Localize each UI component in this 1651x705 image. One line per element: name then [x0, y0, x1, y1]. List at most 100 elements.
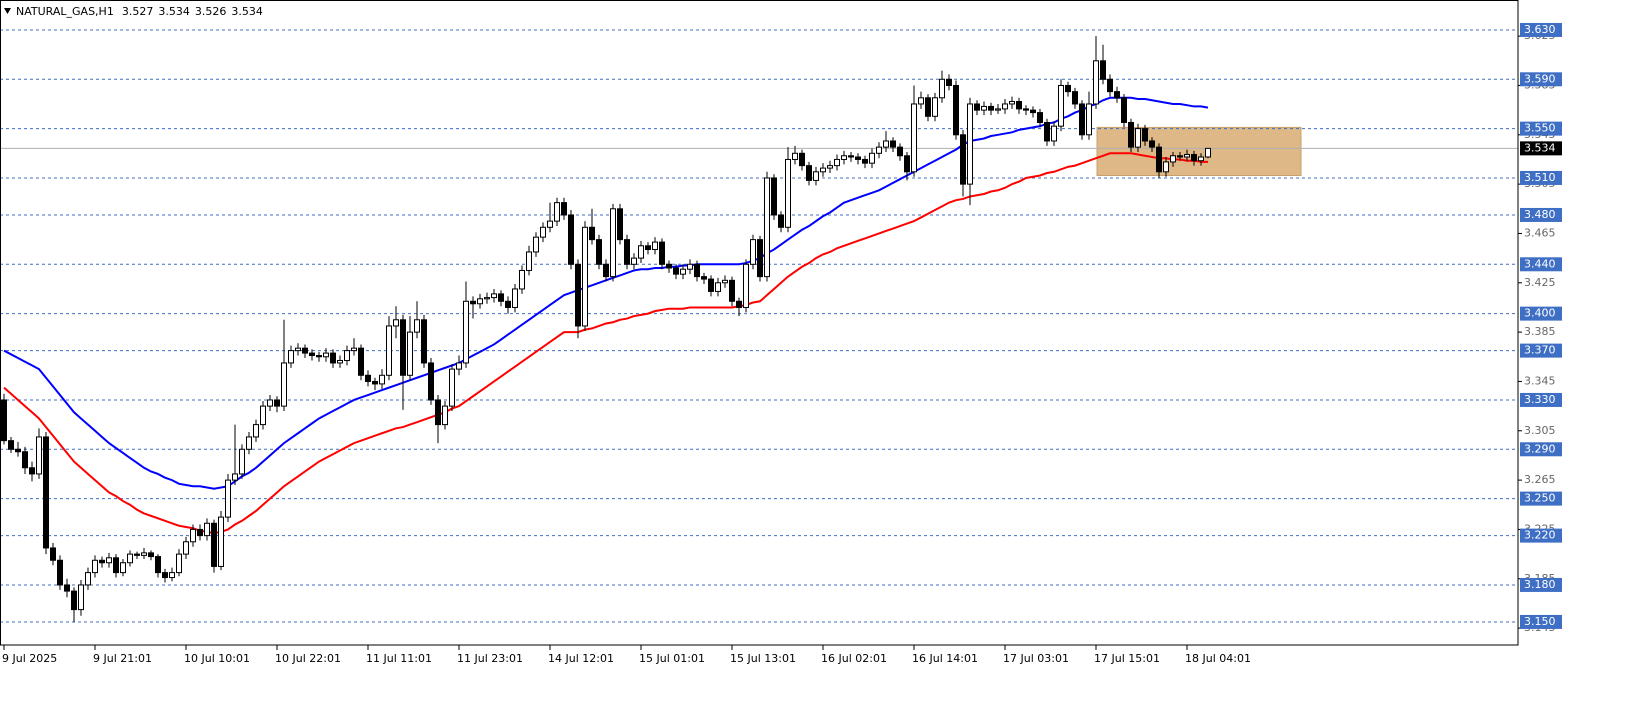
candle-body — [995, 108, 1001, 111]
candle-body — [1107, 78, 1113, 93]
candle-body — [113, 557, 119, 574]
x-tick-label: 18 Jul 04:01 — [1185, 652, 1251, 665]
level-label: 3.480 — [1524, 208, 1556, 221]
candle-body — [421, 319, 427, 364]
chart-title: NATURAL_GAS,H1 — [16, 5, 114, 18]
x-tick-label: 9 Jul 21:01 — [93, 652, 152, 665]
level-label-bg — [1520, 392, 1562, 407]
candle-body — [1191, 154, 1197, 162]
x-tick-label: 10 Jul 10:01 — [184, 652, 250, 665]
y-tick-label: 3.465 — [1524, 226, 1556, 239]
candle-body — [645, 245, 651, 250]
x-tick-label: 16 Jul 02:01 — [821, 652, 887, 665]
candle-body — [295, 347, 301, 352]
candle-body — [218, 516, 224, 567]
candle-body — [918, 97, 924, 105]
candle-body — [1058, 84, 1064, 127]
candle-body — [204, 522, 210, 537]
candle-body — [1149, 140, 1155, 148]
candle-body — [946, 78, 952, 86]
candle-body — [939, 78, 945, 99]
candle-body — [127, 553, 133, 564]
level-label: 3.510 — [1524, 171, 1556, 184]
candle-body — [302, 347, 308, 354]
candle-body — [1086, 103, 1092, 136]
candle-body — [1051, 125, 1057, 142]
candle-body — [260, 405, 266, 426]
candle-body — [414, 319, 420, 333]
candle-body — [778, 214, 784, 228]
candle-body — [449, 368, 455, 407]
candle-body — [134, 553, 140, 556]
candle-body — [428, 362, 434, 401]
candle-body — [1170, 155, 1176, 163]
candle-body — [729, 279, 735, 302]
candle-body — [1072, 91, 1078, 105]
candle-body — [687, 263, 693, 270]
menu-triangle — [4, 8, 11, 14]
candle-body — [610, 208, 616, 278]
level-label-bg — [1520, 72, 1562, 87]
x-tick-label: 10 Jul 22:01 — [275, 652, 341, 665]
level-label: 3.370 — [1524, 344, 1556, 357]
candle-body — [540, 226, 546, 238]
candle-body — [834, 158, 840, 167]
candle-body — [71, 590, 77, 611]
candle-body — [883, 140, 889, 148]
candle-body — [596, 239, 602, 265]
candle-body — [99, 559, 105, 564]
candle-body — [876, 146, 882, 154]
candle-body — [911, 103, 917, 173]
candle-body — [694, 263, 700, 278]
candle-body — [225, 479, 231, 518]
candle-body — [456, 362, 462, 370]
candle-body — [106, 557, 112, 564]
candle-body — [183, 541, 189, 555]
candle-body — [659, 241, 665, 265]
candle-body — [624, 239, 630, 265]
level-label-bg — [1520, 22, 1562, 37]
candle-body — [736, 300, 742, 308]
zone — [1096, 126, 1302, 176]
level-label-bg — [1520, 257, 1562, 272]
candle-body — [1002, 103, 1008, 110]
candle-body — [722, 279, 728, 284]
level-label: 3.180 — [1524, 578, 1556, 591]
candle-body — [617, 208, 623, 241]
candle-body — [1030, 109, 1036, 114]
level-label-bg — [1520, 442, 1562, 457]
candle-body — [582, 226, 588, 327]
header-high: 3.534 — [158, 5, 190, 18]
candle-body — [85, 572, 91, 586]
candle-body — [253, 424, 259, 438]
candle-body — [967, 103, 973, 185]
candle-body — [29, 467, 35, 475]
candle-body — [491, 293, 497, 299]
candle-body — [1156, 146, 1162, 173]
candle-body — [232, 473, 238, 481]
candle-body — [477, 298, 483, 305]
candle-body — [981, 105, 987, 111]
candle-body — [904, 155, 910, 173]
level-label: 3.400 — [1524, 307, 1556, 320]
level-label-bg — [1520, 121, 1562, 136]
level-label: 3.290 — [1524, 442, 1556, 455]
candle-body — [785, 158, 791, 228]
candle-body — [666, 263, 672, 269]
candle-body — [43, 436, 49, 549]
candle-body — [673, 267, 679, 275]
y-tick-label: 3.345 — [1524, 374, 1556, 387]
candle-body — [379, 374, 385, 385]
candle-body — [1079, 103, 1085, 136]
candle-body — [638, 245, 644, 259]
candle-body — [176, 553, 182, 574]
candle-body — [925, 97, 931, 117]
candle-body — [1184, 154, 1190, 158]
candle-body — [288, 350, 294, 364]
candle-body — [470, 300, 476, 305]
candle-body — [267, 399, 273, 407]
x-tick-label: 17 Jul 03:01 — [1003, 652, 1069, 665]
candle-body — [57, 559, 63, 586]
candle-body — [792, 152, 798, 160]
